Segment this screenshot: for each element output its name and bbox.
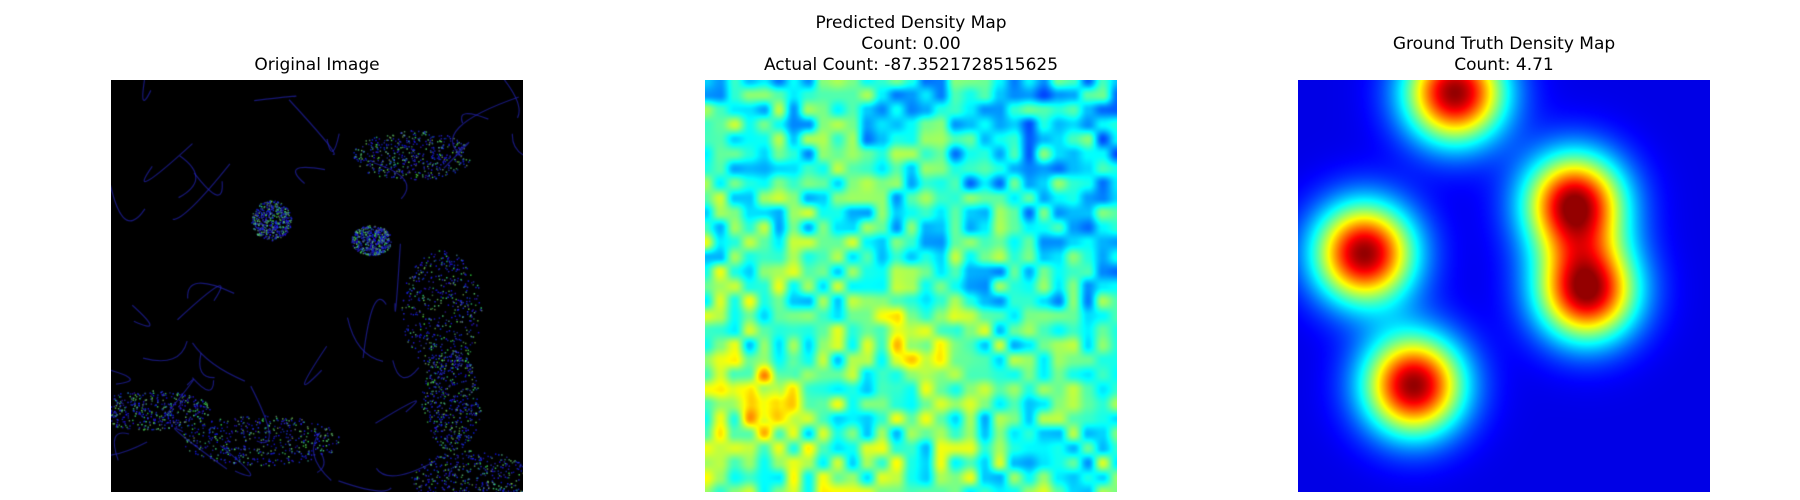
title-line: Count: 4.71 [1454,55,1554,75]
original-image [111,80,523,492]
panel-predicted-density: Predicted Density Map Count: 0.00 Actual… [705,0,1117,500]
title-line: Count: 0.00 [861,34,961,54]
ground-truth-density-heatmap [1298,80,1710,492]
panel-title: Predicted Density Map Count: 0.00 Actual… [705,13,1117,76]
panel-ground-truth-density: Ground Truth Density Map Count: 4.71 [1298,0,1710,500]
panel-original-image: Original Image [111,0,523,500]
title-line: Ground Truth Density Map [1392,34,1616,54]
title-line: Predicted Density Map [815,13,1007,33]
panel-title: Ground Truth Density Map Count: 4.71 [1298,34,1710,76]
title-line: Original Image [254,55,380,75]
predicted-density-heatmap [705,80,1117,492]
panel-title: Original Image [111,55,523,76]
title-line: Actual Count: -87.3521728515625 [763,55,1059,75]
